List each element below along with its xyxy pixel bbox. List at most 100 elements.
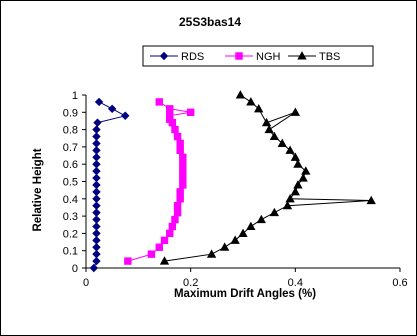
data-point-triangle xyxy=(261,117,272,127)
data-point-square xyxy=(176,195,184,203)
series-line-tbs xyxy=(164,94,372,262)
y-tick-label: 0.6 xyxy=(63,159,78,171)
data-point-triangle xyxy=(269,131,280,141)
data-point-diamond xyxy=(92,125,101,134)
data-point-triangle xyxy=(297,51,307,60)
data-point-triangle xyxy=(220,242,230,251)
data-point-square xyxy=(147,250,156,258)
data-point-triangle xyxy=(235,90,246,99)
data-point-square xyxy=(155,98,163,106)
data-point-diamond xyxy=(92,180,101,190)
data-point-triangle xyxy=(285,145,295,154)
data-point-square xyxy=(171,125,179,134)
data-point-square xyxy=(186,108,195,116)
chart-title: 25S3bas14 xyxy=(179,15,241,29)
y-axis-title: Relative Height xyxy=(32,148,44,231)
data-point-triangle xyxy=(293,180,303,189)
data-point-square xyxy=(155,243,163,251)
data-point-square xyxy=(124,257,132,265)
data-point-triangle xyxy=(246,97,256,106)
data-point-square xyxy=(235,52,243,60)
data-point-triangle xyxy=(269,207,280,217)
data-point-triangle xyxy=(238,228,248,237)
data-point-square xyxy=(179,167,187,175)
data-point-triangle xyxy=(366,195,376,205)
legend-label-rds: RDS xyxy=(181,51,204,63)
data-point-diamond xyxy=(92,173,101,183)
data-point-square xyxy=(160,236,169,245)
data-point-triangle xyxy=(256,214,266,224)
data-point-square xyxy=(166,229,174,238)
data-point-square xyxy=(179,174,187,182)
data-point-diamond xyxy=(92,201,101,210)
data-point-triangle xyxy=(264,124,274,134)
data-point-square xyxy=(168,222,177,231)
data-point-triangle xyxy=(290,187,300,196)
data-point-diamond xyxy=(92,236,101,245)
data-point-diamond xyxy=(92,153,101,162)
x-axis-title: Maximum Drift Angles (%) xyxy=(174,288,316,300)
data-point-diamond xyxy=(92,215,101,224)
data-point-diamond xyxy=(89,263,99,273)
y-tick-label: 0.1 xyxy=(63,246,78,258)
data-point-diamond xyxy=(92,222,101,231)
y-tick-label: 0.8 xyxy=(63,125,78,137)
data-point-square xyxy=(166,105,174,113)
data-point-triangle xyxy=(293,159,303,168)
x-tick-label: 0.6 xyxy=(392,277,407,289)
data-point-triangle xyxy=(285,193,295,203)
data-point-diamond xyxy=(92,208,101,217)
data-point-triangle xyxy=(254,104,264,113)
data-point-diamond xyxy=(92,159,101,169)
data-point-square xyxy=(171,215,179,224)
data-point-triangle xyxy=(301,166,311,175)
data-point-triangle xyxy=(230,235,240,244)
data-point-square xyxy=(173,132,182,141)
data-point-square xyxy=(176,146,184,155)
data-point-triangle xyxy=(159,256,170,265)
data-point-square xyxy=(179,160,187,168)
x-tick-label: 0.2 xyxy=(183,277,198,289)
data-point-diamond xyxy=(92,132,101,141)
plot-area: 0 0.1 0.2 0.3 0.4 0.5 0.6 0.7 0.8 0.9 1 0 0.2 0.4 0.6 xyxy=(63,90,408,289)
data-point-square xyxy=(179,153,187,161)
data-point-triangle xyxy=(206,249,217,258)
y-tick-label: 0 xyxy=(72,263,78,275)
x-tick-label: 0 xyxy=(83,277,89,289)
data-point-diamond xyxy=(94,97,104,107)
data-point-square xyxy=(173,202,182,210)
data-point-diamond xyxy=(107,104,117,114)
data-point-square xyxy=(166,112,174,120)
data-point-diamond xyxy=(92,139,101,148)
legend-label-ngh: NGH xyxy=(256,51,281,63)
data-point-triangle xyxy=(282,200,293,210)
y-tick-label: 1 xyxy=(72,90,78,102)
y-tick-label: 0.4 xyxy=(63,194,78,206)
data-point-square xyxy=(173,208,182,217)
y-tick-label: 0.5 xyxy=(63,177,78,189)
y-tick-label: 0.3 xyxy=(63,211,78,223)
data-point-triangle xyxy=(290,152,300,161)
data-point-triangle xyxy=(290,107,300,116)
x-tick-label: 0.4 xyxy=(288,277,303,289)
data-point-triangle xyxy=(246,221,256,231)
data-point-square xyxy=(176,139,184,148)
data-point-diamond xyxy=(92,146,101,155)
y-tick-label: 0.2 xyxy=(63,228,78,240)
data-point-diamond xyxy=(92,249,101,259)
data-point-diamond xyxy=(93,118,102,127)
data-point-diamond xyxy=(92,229,101,238)
y-tick-label: 0.9 xyxy=(63,107,78,119)
legend-box xyxy=(142,45,374,67)
data-point-diamond xyxy=(121,111,130,120)
legend-label-tbs: TBS xyxy=(319,51,340,63)
data-point-square xyxy=(179,181,187,189)
data-point-triangle xyxy=(298,173,308,182)
data-point-triangle xyxy=(277,138,287,147)
data-point-diamond xyxy=(92,243,101,252)
data-point-diamond xyxy=(92,194,101,204)
data-point-diamond xyxy=(159,51,169,61)
data-point-square xyxy=(176,188,184,196)
data-point-diamond xyxy=(92,166,101,176)
